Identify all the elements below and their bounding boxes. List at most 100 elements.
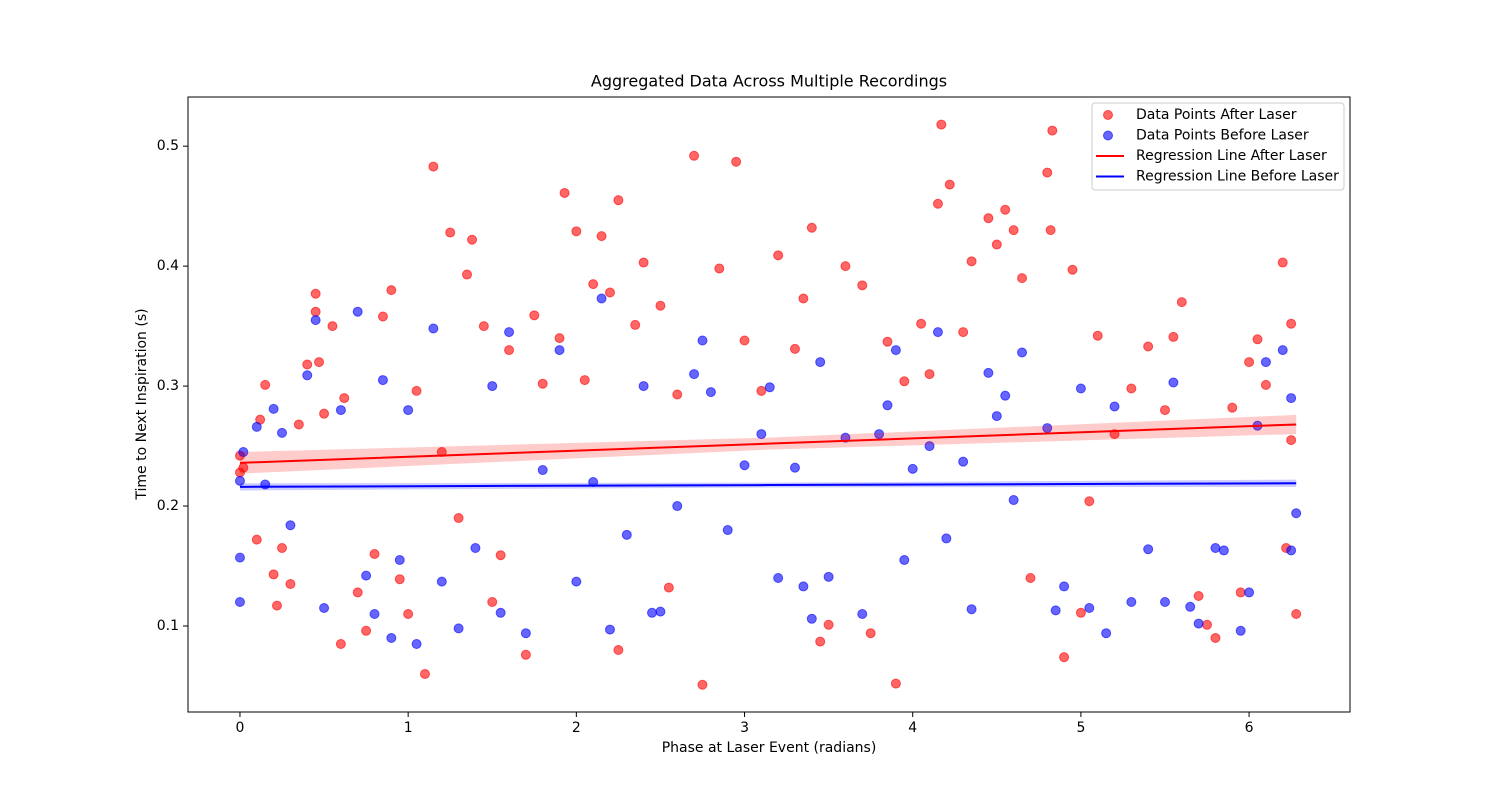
data-point — [293, 419, 304, 430]
data-point — [1059, 581, 1070, 592]
data-point — [739, 460, 750, 471]
data-point — [731, 156, 742, 167]
data-point — [647, 607, 658, 618]
data-point — [251, 421, 262, 432]
data-point — [1159, 405, 1170, 416]
data-point — [571, 226, 582, 237]
data-point — [495, 607, 506, 618]
data-point — [689, 369, 700, 380]
data-point — [1075, 383, 1086, 394]
data-point — [1202, 619, 1213, 630]
data-point — [377, 375, 388, 386]
data-point — [722, 525, 733, 536]
data-point — [1008, 495, 1019, 506]
data-point — [865, 628, 876, 639]
data-point — [613, 644, 624, 655]
legend: Data Points After Laser Data Points Befor… — [1091, 102, 1345, 191]
x-axis-label: Phase at Laser Event (radians) — [662, 740, 877, 756]
data-point — [268, 569, 279, 580]
legend-label: Regression Line After Laser — [1136, 148, 1327, 164]
x-tick-label: 0 — [236, 720, 245, 736]
data-point — [1193, 618, 1204, 629]
regression-line — [239, 423, 1297, 464]
data-point — [411, 385, 422, 396]
legend-label: Data Points Before Laser — [1136, 128, 1309, 144]
data-point — [689, 150, 700, 161]
data-point — [1235, 625, 1246, 636]
data-point — [764, 382, 775, 393]
data-point — [1059, 652, 1070, 663]
data-point — [277, 543, 288, 554]
data-point — [806, 613, 817, 624]
data-point — [874, 429, 885, 440]
data-point — [352, 306, 363, 317]
data-point — [1291, 608, 1302, 619]
data-point — [436, 576, 447, 587]
data-point — [520, 628, 531, 639]
data-point — [936, 119, 947, 130]
data-point — [1092, 330, 1103, 341]
data-point — [714, 263, 725, 274]
data-point — [1193, 591, 1204, 602]
data-point — [319, 603, 330, 614]
data-point — [1126, 383, 1137, 394]
data-point — [890, 678, 901, 689]
data-point — [394, 555, 405, 566]
y-tick-label: 0.2 — [157, 498, 179, 514]
data-point — [756, 385, 767, 396]
data-point — [773, 250, 784, 261]
data-point — [924, 441, 935, 452]
data-point — [234, 552, 245, 563]
data-point — [537, 378, 548, 389]
data-point — [579, 375, 590, 386]
data-point — [369, 549, 380, 560]
data-point — [403, 405, 414, 416]
legend-label: Regression Line Before Laser — [1136, 169, 1339, 185]
data-point — [251, 534, 262, 545]
data-point — [310, 315, 321, 326]
data-point — [310, 288, 321, 299]
data-point — [630, 319, 641, 330]
data-point — [663, 582, 674, 593]
data-point — [638, 257, 649, 268]
y-tick-label: 0.4 — [157, 258, 179, 274]
y-tick-label: 0.1 — [157, 618, 179, 634]
data-point — [672, 501, 683, 512]
data-point — [991, 411, 1002, 422]
data-point — [487, 597, 498, 608]
data-point — [1101, 628, 1112, 639]
data-point — [234, 475, 245, 486]
data-point — [462, 269, 473, 280]
data-point — [604, 624, 615, 635]
data-point — [268, 403, 279, 414]
data-point — [756, 429, 767, 440]
data-point — [487, 381, 498, 392]
data-point — [1159, 597, 1170, 608]
data-point — [1084, 603, 1095, 614]
x-tick-label: 2 — [572, 720, 581, 736]
data-point — [798, 581, 809, 592]
data-point — [705, 387, 716, 398]
data-point — [966, 604, 977, 615]
data-point — [302, 370, 313, 381]
data-point — [394, 574, 405, 585]
axes-frame — [187, 96, 1351, 713]
data-point — [428, 323, 439, 334]
data-point — [672, 389, 683, 400]
data-point — [504, 327, 515, 338]
data-point — [588, 279, 599, 290]
data-point — [554, 345, 565, 356]
data-point — [339, 393, 350, 404]
data-point — [504, 345, 515, 356]
data-point — [882, 400, 893, 411]
chart-title: Aggregated Data Across Multiple Recordin… — [591, 72, 947, 91]
data-point — [554, 333, 565, 344]
data-point — [1235, 587, 1246, 598]
data-point — [529, 310, 540, 321]
data-point — [335, 638, 346, 649]
data-point — [966, 256, 977, 267]
data-point — [1084, 496, 1095, 507]
data-point — [1047, 125, 1058, 136]
data-point — [857, 280, 868, 291]
data-point — [1025, 573, 1036, 584]
